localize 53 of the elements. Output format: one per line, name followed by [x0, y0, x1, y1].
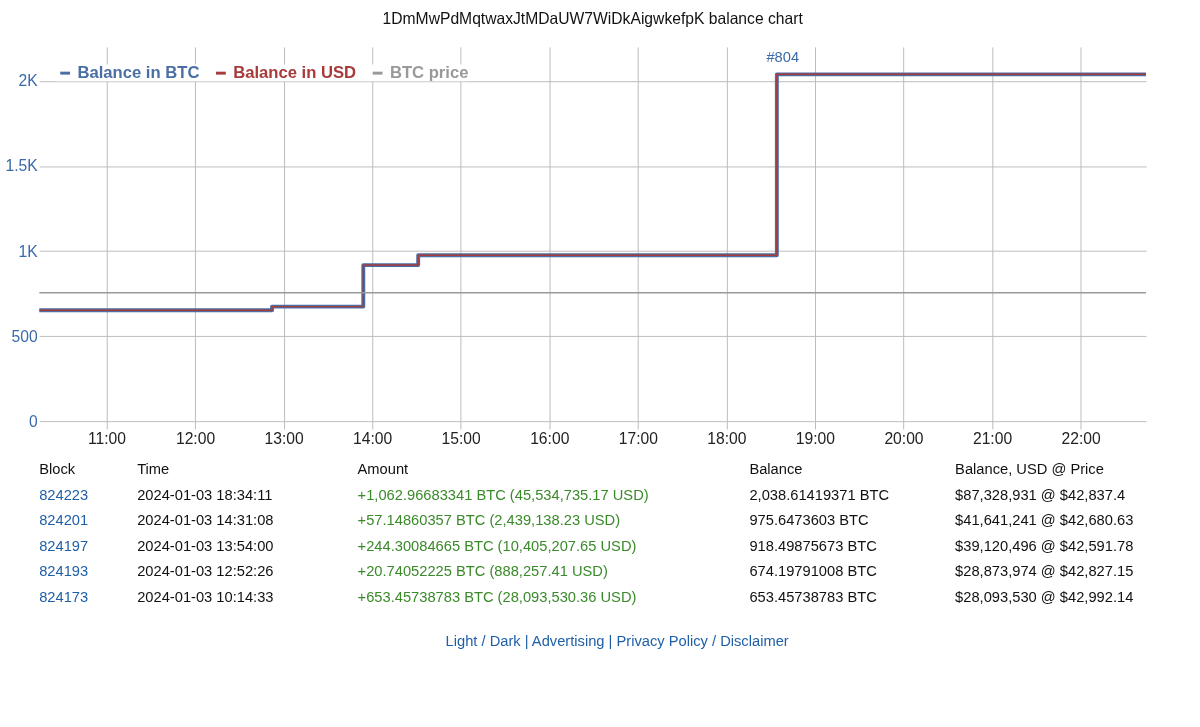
text: 824173 [39, 588, 89, 605]
text: 824201 [39, 512, 89, 529]
x-tick-label: 16:00 [530, 430, 570, 448]
text: +57.14860357 BTC (2,439,138.23 USD) [357, 512, 621, 529]
text: Amount [357, 461, 409, 478]
x-tick-label: 17:00 [618, 430, 659, 448]
x-tick-label: 20:00 [884, 430, 924, 448]
text: $28,873,974 @ $42,827.15 [955, 563, 1134, 580]
x-tick-label: 12:00 [175, 430, 216, 448]
text: Balance [749, 461, 803, 478]
x-tick-label: 15:00 [441, 430, 482, 448]
text: 2024-01-03 10:14:33 [137, 588, 274, 605]
text: +244.30084665 BTC (10,405,207.65 USD) [357, 537, 637, 554]
x-tick-label: 13:00 [264, 430, 304, 448]
text: 824193 [39, 563, 89, 580]
text: Light / Dark | Advertising | Privacy Policy / Disclaimer [445, 633, 789, 650]
text: +653.45738783 BTC (28,093,530.36 USD) [357, 588, 637, 605]
text: 824197 [39, 537, 89, 554]
x-tick-label: 14:00 [353, 430, 393, 448]
y-tick-label: 500 [11, 327, 38, 345]
x-tick-label: 22:00 [1061, 430, 1101, 448]
text: Block [39, 461, 76, 478]
x-tick-label: 11:00 [87, 430, 127, 448]
text: +1,062.96683341 BTC (45,534,735.17 USD) [357, 486, 649, 503]
x-tick-label: 18:00 [707, 430, 747, 448]
x-tick-label: 19:00 [795, 430, 836, 448]
y-tick-label: 0 [29, 412, 38, 430]
text: 2024-01-03 14:31:08 [137, 512, 274, 529]
text: $28,093,530 @ $42,992.14 [955, 588, 1134, 605]
legend-label: Balance in USD [233, 63, 357, 83]
text: 975.6473603 BTC [749, 512, 869, 529]
text: $41,641,241 @ $42,680.63 [955, 512, 1134, 529]
text: 2024-01-03 12:52:26 [137, 563, 274, 580]
legend-label: Balance in BTC [77, 63, 200, 83]
text: 824223 [39, 486, 89, 503]
text: 918.49875673 BTC [749, 537, 878, 554]
text: +20.74052225 BTC (888,257.41 USD) [357, 563, 608, 580]
y-tick-label: 2K [18, 72, 39, 90]
text: 653.45738783 BTC [749, 588, 878, 605]
y-tick-label: 1.5K [5, 157, 39, 175]
text: Time [137, 461, 170, 478]
text: 2024-01-03 13:54:00 [137, 537, 274, 554]
legend-label: BTC price [389, 63, 469, 83]
annotation: #804 [766, 48, 800, 65]
text: 2024-01-03 18:34:11 [137, 486, 273, 503]
text: Balance, USD @ Price [955, 461, 1104, 478]
text: 674.19791008 BTC [749, 563, 878, 580]
text: 2,038.61419371 BTC [749, 486, 890, 503]
text: $39,120,496 @ $42,591.78 [955, 537, 1134, 554]
x-tick-label: 21:00 [972, 430, 1013, 448]
chart-title: 1DmMwPdMqtwaxJtMDaUW7WiDkAigwkefpK balance chart [382, 10, 804, 28]
y-tick-label: 1K [18, 242, 39, 260]
text: $87,328,931 @ $42,837.4 [955, 486, 1126, 503]
